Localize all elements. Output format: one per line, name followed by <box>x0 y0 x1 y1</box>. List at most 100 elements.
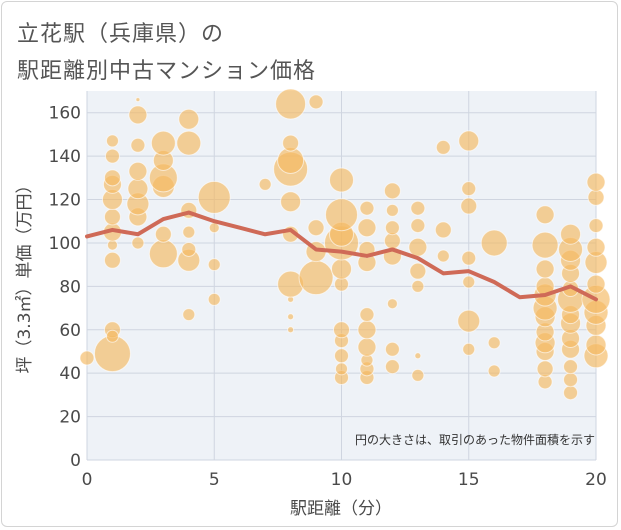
bubble <box>586 237 606 257</box>
bubble <box>106 239 118 251</box>
bubble <box>131 236 145 250</box>
y-tick-label: 140 <box>49 147 81 167</box>
bubble <box>104 148 120 164</box>
bubble <box>357 337 377 357</box>
y-axis-label: 坪（3.3㎡）単価（万円） <box>15 176 35 373</box>
bubble <box>359 200 375 216</box>
bubble <box>103 208 121 226</box>
y-tick-label: 80 <box>59 277 81 297</box>
average-price-line <box>85 210 598 302</box>
bubble <box>408 237 428 257</box>
bubble <box>563 359 579 375</box>
bubble <box>135 97 141 103</box>
bubble <box>103 169 121 187</box>
bubble <box>280 191 302 213</box>
bubble <box>79 350 95 366</box>
bubble <box>150 130 176 156</box>
bubble <box>385 203 399 217</box>
bubble <box>462 342 476 356</box>
bubble <box>487 364 501 378</box>
size-annotation: 円の大きさは、取引のあった物件面積を示す <box>355 432 595 447</box>
x-axis-label: 駅距離（分） <box>290 499 392 519</box>
bubble <box>282 134 300 152</box>
average-line-group <box>85 210 598 302</box>
bubble <box>586 274 606 294</box>
tick-labels: 0 20 40 60 80 100 120 140 160 0 5 10 15 20 <box>49 104 607 490</box>
bubble <box>331 258 352 280</box>
y-tick-label: 160 <box>49 104 81 124</box>
bubble <box>563 385 579 401</box>
bubble <box>587 188 605 206</box>
x-tick-label: 0 <box>82 470 93 490</box>
bubble <box>586 172 606 192</box>
y-tick-label: 20 <box>59 408 81 428</box>
bubble <box>462 275 476 289</box>
bubble <box>207 292 221 306</box>
bubble <box>461 181 477 197</box>
bubble <box>335 362 348 376</box>
bubble <box>105 134 119 148</box>
bubble <box>384 359 400 375</box>
bubble <box>487 336 501 350</box>
bubble <box>411 368 425 382</box>
bubble <box>207 258 221 272</box>
bubble <box>585 334 607 356</box>
bubble <box>409 262 427 280</box>
bubble <box>411 279 425 293</box>
x-tick-label: 10 <box>331 470 353 490</box>
bubble <box>103 251 121 269</box>
bubble <box>436 249 450 263</box>
bubble <box>333 321 350 339</box>
bubble <box>535 205 555 225</box>
bubble <box>460 197 478 215</box>
bubble <box>458 130 480 152</box>
bubble <box>208 222 220 234</box>
bubble <box>176 130 202 156</box>
y-tick-label: 120 <box>49 191 81 211</box>
bubble <box>127 178 149 200</box>
bubble <box>457 309 481 333</box>
bubble <box>384 220 400 236</box>
bubble <box>308 94 324 110</box>
bubble <box>359 307 375 323</box>
bubble <box>181 241 197 257</box>
bubble <box>588 218 604 234</box>
bubble <box>287 326 295 334</box>
bubble <box>128 161 148 181</box>
bubble <box>258 177 272 191</box>
x-tick-label: 15 <box>458 470 480 490</box>
bubble <box>329 167 354 193</box>
bubble <box>357 218 377 238</box>
chart-title-line-1: 立花駅（兵庫県）の <box>17 22 225 47</box>
chart-title-line-2: 駅距離別中古マンション価格 <box>17 59 317 84</box>
y-tick-label: 0 <box>70 451 81 471</box>
x-tick-label: 20 <box>585 470 607 490</box>
bubble <box>130 137 146 153</box>
bubble <box>435 139 451 155</box>
bubble <box>178 108 200 130</box>
bubble <box>410 200 426 216</box>
bubble <box>105 329 119 343</box>
bubble <box>386 298 398 310</box>
bubble <box>410 218 426 234</box>
y-tick-label: 60 <box>59 321 81 341</box>
bubble <box>287 313 295 321</box>
bubble <box>461 250 477 266</box>
bubble <box>334 348 349 364</box>
bubble <box>560 223 582 245</box>
bubble <box>535 259 555 279</box>
bubble <box>182 225 196 239</box>
grid-lines <box>86 91 597 461</box>
y-tick-label: 40 <box>59 364 81 384</box>
bubble <box>275 88 307 120</box>
x-tick-label: 5 <box>209 470 220 490</box>
bubble <box>154 225 172 243</box>
bubble <box>480 229 508 257</box>
bubble <box>536 360 554 378</box>
bubble <box>182 308 196 322</box>
bubble <box>307 219 325 237</box>
bubble <box>197 180 231 214</box>
bubble <box>383 182 401 200</box>
bubble <box>128 105 148 125</box>
